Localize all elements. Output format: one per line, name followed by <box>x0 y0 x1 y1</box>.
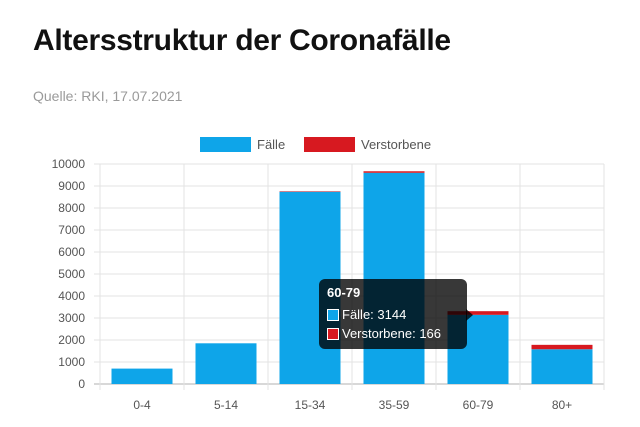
bar-15-34-verstorbene <box>279 191 341 192</box>
bar-80+-verstorbene <box>531 344 593 350</box>
bar-80+-faelle <box>531 349 593 384</box>
y-tick-label-10000: 10000 <box>52 157 86 171</box>
legend-swatch-faelle <box>200 137 251 152</box>
y-tick-label-4000: 4000 <box>58 289 85 303</box>
legend-label-faelle: Fälle <box>257 137 285 152</box>
y-tick-label-2000: 2000 <box>58 333 85 347</box>
y-tick-label-3000: 3000 <box>58 311 85 325</box>
y-tick-label-7000: 7000 <box>58 223 85 237</box>
bar-tooltip: 60-79 Fälle: 3144 Verstorbene: 166 <box>319 279 467 349</box>
x-tick-label-0-4: 0-4 <box>133 398 151 412</box>
chart-title: Altersstruktur der Coronafälle <box>33 24 451 57</box>
x-tick-label-5-14: 5-14 <box>214 398 238 412</box>
chart-legend[interactable]: Fälle Verstorbene <box>200 137 431 152</box>
tooltip-swatch-verstorbene <box>327 327 339 340</box>
x-tick-label-15-34: 15-34 <box>295 398 326 412</box>
x-tick-label-80+: 80+ <box>552 398 572 412</box>
y-tick-label-1000: 1000 <box>58 355 85 369</box>
legend-swatch-verstorbene <box>304 137 355 152</box>
tooltip-title: 60-79 <box>327 285 361 300</box>
y-tick-label-8000: 8000 <box>58 201 85 215</box>
tooltip-swatch-faelle <box>327 308 339 321</box>
y-tick-label-9000: 9000 <box>58 179 85 193</box>
tooltip-row-faelle: Fälle: 3144 <box>327 306 459 323</box>
bar-0-4-faelle <box>111 368 173 384</box>
y-tick-label-5000: 5000 <box>58 267 85 281</box>
chart-source: Quelle: RKI, 17.07.2021 <box>33 88 183 104</box>
y-tick-label-6000: 6000 <box>58 245 85 259</box>
legend-label-verstorbene: Verstorbene <box>361 137 431 152</box>
x-tick-label-60-79: 60-79 <box>463 398 494 412</box>
bar-5-14-faelle <box>195 343 257 384</box>
bar-35-59-verstorbene <box>363 171 425 173</box>
chart-grid <box>94 163 605 390</box>
y-tick-label-0: 0 <box>78 377 85 391</box>
bar-60-79-verstorbene <box>447 311 509 315</box>
tooltip-label-verstorbene: Verstorbene: 166 <box>342 326 442 341</box>
chart-axes: 0 1000 2000 3000 4000 5000 6000 7000 8000 9000 100… <box>52 157 573 412</box>
x-tick-label-35-59: 35-59 <box>379 398 410 412</box>
tooltip-caret <box>466 309 473 321</box>
tooltip-row-verstorbene: Verstorbene: 166 <box>327 325 459 342</box>
tooltip-label-faelle: Fälle: 3144 <box>342 307 407 322</box>
